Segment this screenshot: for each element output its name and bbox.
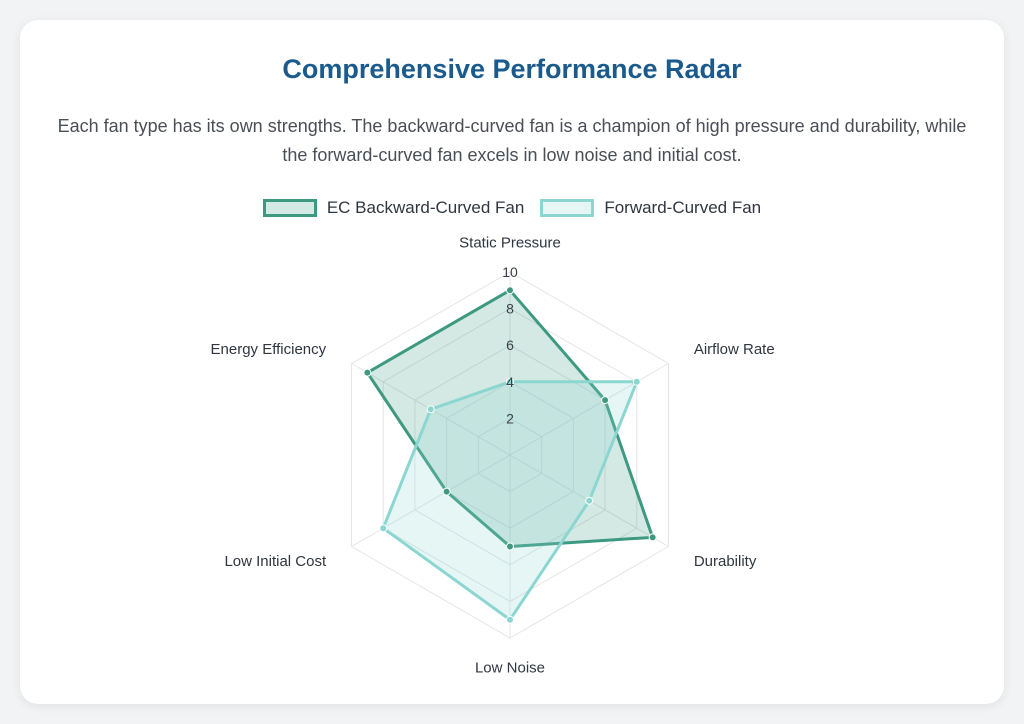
tick-label-6: 6 (506, 337, 514, 353)
series-0-point-4 (442, 487, 451, 496)
axis-label-4: Low Initial Cost (224, 553, 327, 570)
series-0-point-0 (506, 286, 514, 295)
axis-label-2: Durability (694, 553, 757, 570)
spoke-4 (351, 454, 511, 547)
axis-label-3: Low Noise (475, 659, 545, 676)
legend-swatch-backward-curved (262, 199, 317, 217)
spoke-1 (509, 363, 669, 456)
legend-label-backward-curved: EC Backward-Curved Fan (326, 198, 525, 217)
axis-label-0: Static Pressure (459, 235, 561, 252)
series-1-point-1 (632, 377, 641, 386)
legend-item-forward-curved[interactable]: Forward-Curved Fan (540, 198, 761, 218)
tick-label-10: 10 (502, 264, 518, 280)
series-0-point-3 (506, 542, 514, 551)
series-0-point-5 (363, 368, 372, 377)
chart-title: Comprehensive Performance Radar (282, 54, 742, 84)
tick-label-2: 2 (506, 410, 514, 426)
series-1-point-4 (379, 524, 388, 533)
axis-label-1: Airflow Rate (694, 341, 775, 358)
chart-card: Comprehensive Performance Radar Each fan… (20, 20, 1004, 704)
tick-label-4: 4 (506, 374, 514, 390)
tick-label-8: 8 (506, 301, 514, 317)
chart-subtitle: Each fan type has its own strengths. The… (57, 116, 967, 165)
series-1-point-0 (506, 377, 514, 386)
axis-label-5: Energy Efficiency (211, 341, 327, 358)
legend-item-backward-curved[interactable]: EC Backward-Curved Fan (262, 198, 525, 218)
series-0-point-2 (648, 533, 657, 542)
series-1-point-3 (506, 615, 514, 624)
legend-swatch-forward-curved (540, 199, 595, 217)
series-1-point-2 (585, 496, 594, 505)
series-1-point-5 (426, 405, 435, 414)
legend-label-forward-curved: Forward-Curved Fan (604, 198, 762, 217)
chart-legend: EC Backward-Curved Fan Forward-Curved Fa… (20, 198, 1004, 218)
series-0-point-1 (601, 396, 610, 405)
